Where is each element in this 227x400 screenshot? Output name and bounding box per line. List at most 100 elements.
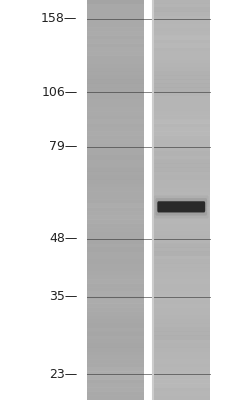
Bar bbox=[86, 379, 143, 384]
Bar bbox=[152, 307, 209, 312]
Bar bbox=[86, 259, 143, 264]
Bar bbox=[86, 227, 143, 232]
Bar bbox=[152, 139, 209, 144]
Bar bbox=[152, 155, 209, 160]
Bar bbox=[152, 219, 209, 224]
Bar bbox=[86, 267, 143, 272]
Bar bbox=[152, 275, 209, 280]
Bar bbox=[86, 207, 143, 212]
Bar bbox=[86, 11, 143, 16]
Bar bbox=[152, 247, 209, 252]
Bar bbox=[86, 43, 143, 48]
Bar bbox=[152, 51, 209, 56]
Bar bbox=[152, 223, 209, 228]
Bar bbox=[86, 351, 143, 356]
Bar bbox=[86, 387, 143, 392]
Bar bbox=[86, 75, 143, 80]
Bar bbox=[86, 15, 143, 20]
Bar bbox=[152, 231, 209, 236]
Bar bbox=[152, 35, 209, 40]
Bar bbox=[152, 83, 209, 88]
Bar bbox=[86, 127, 143, 132]
Bar bbox=[86, 111, 143, 116]
Bar bbox=[152, 115, 209, 120]
Bar bbox=[152, 351, 209, 356]
Bar bbox=[86, 287, 143, 292]
Bar bbox=[86, 3, 143, 8]
Bar bbox=[152, 215, 209, 220]
Bar bbox=[152, 375, 209, 380]
Bar bbox=[86, 195, 143, 200]
Bar bbox=[152, 31, 209, 36]
Text: 79—: 79— bbox=[49, 140, 77, 153]
Bar bbox=[86, 231, 143, 236]
Bar bbox=[152, 163, 209, 168]
Bar bbox=[152, 395, 209, 400]
Bar bbox=[86, 339, 143, 344]
Bar bbox=[152, 279, 209, 284]
Bar bbox=[86, 163, 143, 168]
Bar bbox=[152, 291, 209, 296]
Bar bbox=[152, 387, 209, 392]
Bar bbox=[86, 331, 143, 336]
Bar bbox=[86, 131, 143, 136]
Bar bbox=[152, 59, 209, 64]
Bar bbox=[86, 191, 143, 196]
Bar bbox=[86, 347, 143, 352]
Bar bbox=[86, 71, 143, 76]
Bar bbox=[86, 327, 143, 332]
Bar bbox=[86, 155, 143, 160]
Bar bbox=[152, 95, 209, 100]
Bar bbox=[86, 235, 143, 240]
Bar bbox=[152, 123, 209, 128]
Bar bbox=[152, 107, 209, 112]
Bar bbox=[152, 99, 209, 104]
Bar bbox=[152, 135, 209, 140]
Bar bbox=[86, 371, 143, 376]
Bar bbox=[152, 319, 209, 324]
Bar bbox=[86, 59, 143, 64]
Bar bbox=[152, 103, 209, 108]
Bar bbox=[152, 271, 209, 276]
Bar bbox=[152, 15, 209, 20]
Bar bbox=[86, 307, 143, 312]
Bar bbox=[86, 383, 143, 388]
Text: 106—: 106— bbox=[41, 86, 77, 99]
Bar bbox=[86, 0, 143, 4]
Bar bbox=[152, 111, 209, 116]
Bar bbox=[86, 171, 143, 176]
Bar bbox=[86, 115, 143, 120]
Text: 48—: 48— bbox=[49, 232, 77, 245]
Bar bbox=[86, 251, 143, 256]
Bar bbox=[86, 143, 143, 148]
Bar bbox=[152, 171, 209, 176]
Bar bbox=[86, 255, 143, 260]
Bar bbox=[152, 179, 209, 184]
Bar bbox=[152, 311, 209, 316]
Bar bbox=[86, 35, 143, 40]
Bar bbox=[86, 151, 143, 156]
Bar bbox=[86, 79, 143, 84]
Bar bbox=[152, 211, 209, 216]
Bar bbox=[86, 123, 143, 128]
Bar bbox=[86, 183, 143, 188]
Bar bbox=[86, 395, 143, 400]
FancyBboxPatch shape bbox=[157, 201, 204, 212]
Bar bbox=[86, 203, 143, 208]
Bar bbox=[152, 299, 209, 304]
Bar bbox=[86, 139, 143, 144]
Bar bbox=[152, 195, 209, 200]
Bar bbox=[152, 151, 209, 156]
Bar bbox=[86, 243, 143, 248]
Bar bbox=[86, 187, 143, 192]
Bar bbox=[152, 207, 209, 212]
Bar bbox=[152, 7, 209, 12]
Bar bbox=[86, 335, 143, 340]
Bar bbox=[152, 19, 209, 24]
Bar bbox=[152, 355, 209, 360]
Bar bbox=[86, 283, 143, 288]
Text: 23—: 23— bbox=[49, 368, 77, 381]
Bar bbox=[152, 63, 209, 68]
Bar bbox=[152, 55, 209, 60]
Bar bbox=[152, 255, 209, 260]
